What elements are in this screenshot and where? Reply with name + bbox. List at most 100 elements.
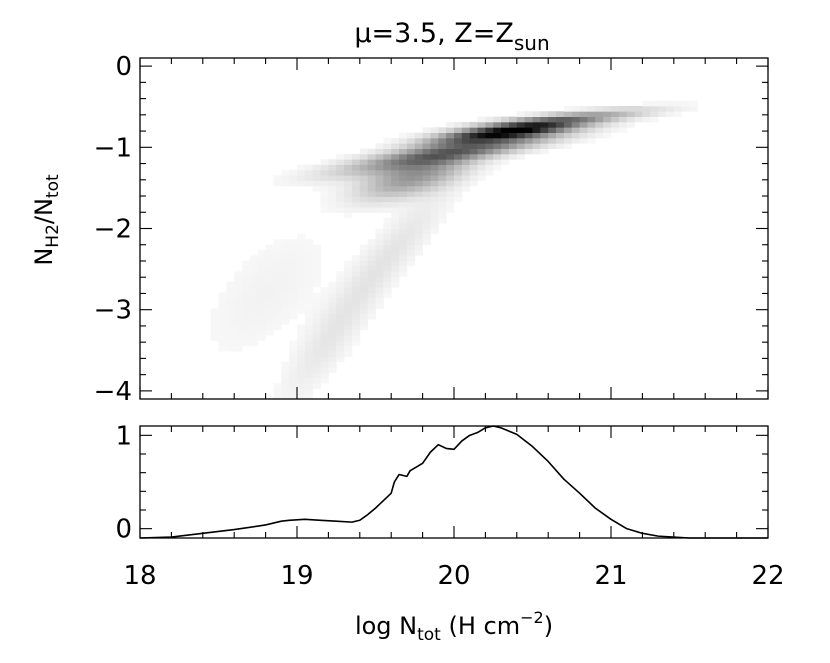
heatmap-cell (430, 143, 439, 149)
heatmap-cell (367, 265, 376, 272)
heatmap-cell (312, 169, 321, 176)
heatmap-cell (375, 175, 384, 181)
heatmap-cell (273, 292, 282, 299)
heatmap-cell (501, 148, 510, 155)
chart-title: μ=3.5, Z=Zsun (354, 18, 549, 55)
heatmap-cell (461, 164, 471, 171)
heatmap-cell (320, 313, 329, 320)
heatmap-cell (595, 127, 604, 133)
heatmap-cell (383, 223, 392, 229)
heatmap-cell (289, 169, 298, 176)
heatmap-cell (344, 191, 353, 197)
heatmap-cell (469, 164, 478, 171)
heatmap-cell (257, 324, 266, 331)
heatmap-cell (391, 271, 400, 277)
x-tick-label: 20 (437, 561, 470, 591)
heatmap-cell (328, 159, 337, 165)
heatmap-cell (414, 196, 423, 203)
heatmap-cell (399, 217, 408, 224)
heatmap-cell (595, 121, 604, 128)
heatmap-cell (477, 164, 486, 171)
heatmap-cell (414, 239, 423, 245)
heatmap-cell (273, 265, 282, 272)
heatmap-cell (406, 249, 416, 256)
heatmap-cell (391, 175, 400, 181)
heatmap-cell (328, 324, 337, 331)
heatmap-cell (265, 271, 274, 277)
heatmap-cell (422, 127, 431, 133)
heatmap-cell (634, 105, 643, 112)
xlabel-suffix: ) (544, 612, 553, 640)
heatmap-cell (461, 159, 471, 165)
heatmap-cell (375, 207, 384, 213)
heatmap-cell (328, 356, 337, 363)
y-tick-label: −3 (94, 296, 132, 326)
heatmap-cell (383, 175, 392, 181)
heatmap-cell (438, 137, 447, 144)
heatmap-cell (320, 340, 329, 347)
heatmap-cell (367, 175, 376, 181)
heatmap-cell (297, 244, 306, 251)
heatmap-cell (508, 148, 518, 155)
heatmap-cell (406, 201, 416, 208)
heatmap-cell (375, 169, 384, 176)
heatmap-cell (304, 255, 314, 261)
heatmap-cell (438, 212, 447, 219)
heatmap-cell (344, 351, 353, 357)
heatmap-cell (359, 292, 369, 299)
heatmap-cell (336, 169, 345, 176)
heatmap-cell (281, 393, 290, 400)
heatmap-cell (461, 132, 471, 139)
heatmap-cell (406, 180, 416, 187)
distribution-ticks (139, 426, 769, 538)
heatmap-cell (234, 287, 243, 293)
heatmap-cell (406, 153, 416, 160)
heatmap-cell (422, 153, 431, 160)
heatmap-cell (454, 196, 463, 203)
heatmap-cell (273, 383, 282, 389)
heatmap-cell (297, 276, 306, 283)
heatmap-cell (289, 388, 298, 395)
heatmap-cell (391, 223, 400, 229)
heatmap-cell (304, 319, 314, 325)
heatmap-cell (328, 196, 337, 203)
heatmap-cell (438, 185, 447, 192)
heatmap-cell (406, 164, 416, 171)
heatmap-cell (344, 180, 353, 187)
heatmap-cell (477, 127, 486, 133)
heatmap-cell (454, 175, 463, 181)
heatmap-cell (375, 201, 384, 208)
heatmap-cell (359, 180, 369, 187)
heatmap-cell (422, 223, 431, 229)
heatmap-cell (289, 372, 298, 379)
heatmap-cell (414, 223, 423, 229)
heatmap-cell (297, 260, 306, 267)
heatmap-cell (257, 265, 266, 272)
heatmap-cell (234, 308, 243, 315)
distribution-y-tick-labels: 01 (115, 421, 132, 544)
heatmap-cell (540, 143, 549, 149)
heatmap-cell (336, 153, 345, 160)
heatmap-cell (658, 100, 667, 107)
heatmap-cell (430, 212, 439, 219)
heatmap-cell (469, 121, 478, 128)
heatmap-cell (548, 132, 557, 139)
heatmap-cell (406, 159, 416, 165)
heatmap-cell (367, 308, 376, 315)
heatmap-cell (297, 164, 306, 171)
heatmap-cell (399, 223, 408, 229)
heatmap-cell (430, 164, 439, 171)
heatmap-cell (297, 303, 306, 309)
heatmap-cell (312, 308, 321, 315)
heatmap-cell (297, 329, 306, 336)
heatmap-cell (312, 356, 321, 363)
heatmap-cell (304, 356, 314, 363)
heatmap-cell (406, 137, 416, 144)
heatmap-cell (430, 223, 439, 229)
heatmap-cell (446, 169, 455, 176)
heatmap-cell (328, 207, 337, 213)
heatmap-cell (406, 169, 416, 176)
heatmap-cell (579, 127, 588, 133)
heatmap-cell (312, 313, 321, 320)
heatmap-cell (391, 148, 400, 155)
